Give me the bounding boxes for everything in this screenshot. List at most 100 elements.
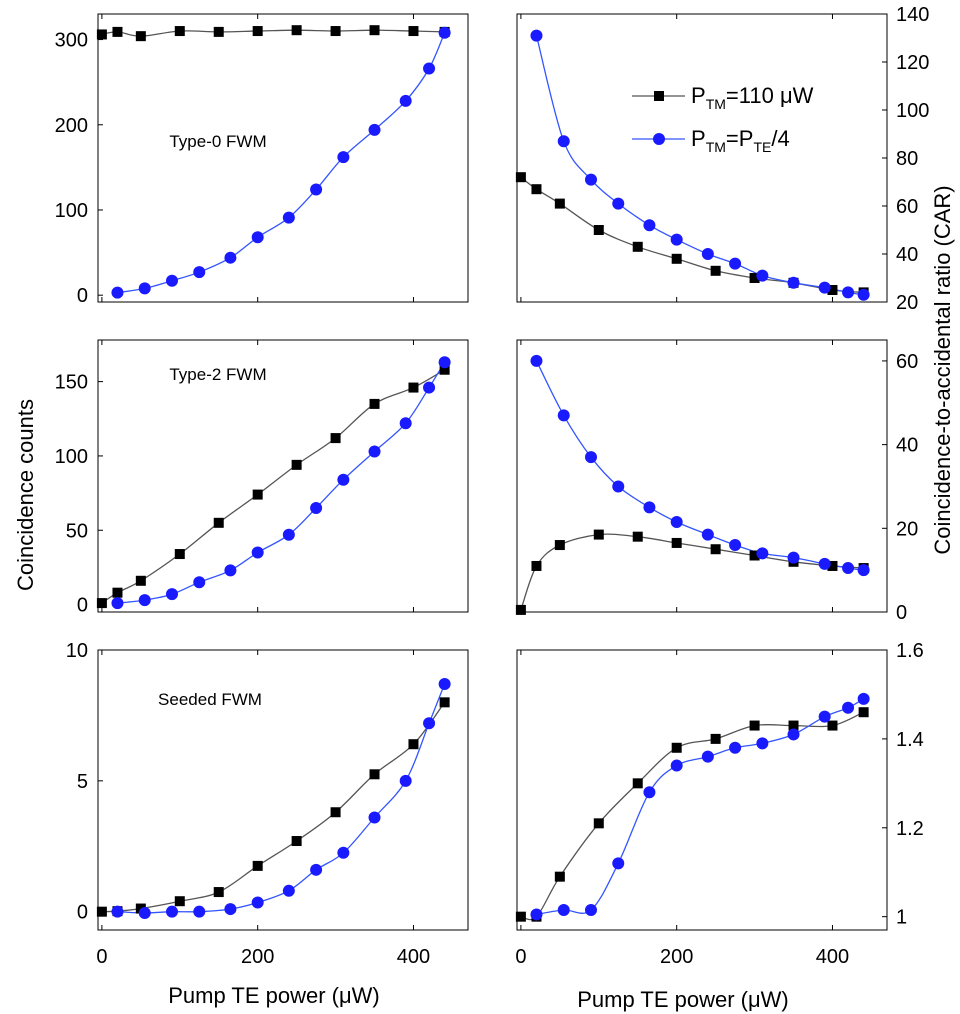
data-point-square <box>710 733 721 744</box>
data-point-circle <box>251 231 264 244</box>
data-point-square <box>252 26 263 37</box>
data-point-circle <box>438 678 451 691</box>
data-point-square <box>408 26 419 37</box>
data-point-circle <box>842 562 855 575</box>
data-point-circle <box>787 551 800 564</box>
y-tick-label: 150 <box>55 372 88 394</box>
x-axis-label-left: Pump TE power (μW) <box>168 983 380 1008</box>
y-tick-label: 50 <box>66 520 88 542</box>
y-tick-label: 100 <box>896 100 929 122</box>
series-line-TM110 <box>520 711 864 921</box>
data-point-circle <box>612 197 625 210</box>
data-point-square <box>515 172 526 183</box>
plot-area <box>520 360 864 611</box>
plot-area <box>520 698 864 921</box>
data-point-circle <box>166 588 178 601</box>
panel-row3-right: 0 200 400 1 1.2 1.4 1.6 <box>515 640 923 968</box>
data-point-square <box>408 739 419 750</box>
data-point-circle <box>337 473 350 486</box>
data-point-circle <box>423 62 436 75</box>
panel-row3-left: 0 200 400 0 5 10 Seeded FWM <box>66 640 469 968</box>
data-point-circle <box>612 480 625 493</box>
data-point-square <box>671 537 682 548</box>
data-point-circle <box>787 728 800 741</box>
data-point-square <box>827 285 838 295</box>
data-point-circle <box>423 717 436 730</box>
data-point-circle <box>842 286 855 299</box>
data-point-circle <box>670 233 683 246</box>
series-line-TE4 <box>536 698 864 916</box>
plot-frame <box>97 13 469 303</box>
data-point-square <box>710 265 721 276</box>
data-point-circle <box>857 564 870 577</box>
series-line-TE4 <box>117 32 446 294</box>
data-point-circle <box>818 710 831 723</box>
data-point-circle <box>585 173 597 186</box>
y-tick-label: 1 <box>896 907 907 929</box>
data-point-circle <box>111 905 124 918</box>
data-point-circle <box>224 251 237 264</box>
data-point-square <box>330 807 341 818</box>
data-point-circle <box>111 597 124 610</box>
plot-area <box>520 35 864 296</box>
data-point-square <box>827 720 838 731</box>
plot-frame <box>516 339 888 613</box>
data-point-square <box>593 225 604 235</box>
legend-entry-label: PTM=110 μW <box>691 83 814 112</box>
data-point-circle <box>530 908 543 921</box>
data-point-square <box>531 560 542 571</box>
data-point-circle <box>138 282 151 295</box>
data-point-circle <box>818 557 831 570</box>
data-point-square <box>749 550 760 561</box>
data-point-square <box>531 184 542 195</box>
legend-text-part: P <box>691 126 706 151</box>
data-point-square <box>593 818 604 829</box>
data-point-square <box>291 836 302 847</box>
y-tick-label: 0 <box>77 902 88 924</box>
data-point-circle <box>399 94 412 107</box>
data-point-circle <box>251 896 264 909</box>
data-point-square <box>369 769 380 780</box>
data-point-circle <box>423 381 436 394</box>
data-point-square <box>174 26 185 37</box>
data-point-circle <box>643 786 656 799</box>
data-point-square <box>632 241 643 252</box>
data-point-circle <box>193 905 206 918</box>
data-point-square <box>710 544 721 555</box>
y-axis-label-left: Coincidence counts <box>13 399 38 591</box>
data-point-square <box>291 25 302 36</box>
data-point-circle <box>612 857 625 870</box>
data-point-circle <box>701 750 714 763</box>
data-point-square <box>213 26 224 37</box>
data-point-circle <box>166 274 178 287</box>
data-point-circle <box>643 501 656 514</box>
panel-annotation: Type-0 FWM <box>169 132 266 151</box>
y-tick-label: 100 <box>55 446 88 468</box>
y-tick-label: 0 <box>77 285 88 307</box>
data-point-circle <box>138 594 151 607</box>
y-tick-label: 5 <box>77 771 88 793</box>
data-point-circle <box>282 528 295 541</box>
data-point-circle <box>585 451 597 464</box>
data-point-square <box>369 25 380 36</box>
data-point-circle <box>557 409 570 422</box>
legend-text-part: P <box>691 83 706 108</box>
x-tick-label: 200 <box>241 946 274 968</box>
data-point-circle <box>310 501 323 514</box>
data-point-circle <box>399 417 412 430</box>
data-point-square <box>174 549 185 560</box>
data-point-circle <box>138 906 151 919</box>
data-point-circle <box>857 692 870 705</box>
series-line-TE4 <box>117 361 446 604</box>
y-tick-label: 1.2 <box>896 818 924 840</box>
data-point-circle <box>111 286 124 299</box>
data-point-circle <box>530 29 543 42</box>
y-tick-label: 1.4 <box>896 729 924 751</box>
data-point-square <box>213 517 224 528</box>
data-point-square <box>632 778 643 789</box>
data-point-square <box>96 598 107 609</box>
data-point-square <box>515 604 526 615</box>
data-point-square <box>252 489 263 500</box>
y-tick-label: 20 <box>896 518 918 540</box>
